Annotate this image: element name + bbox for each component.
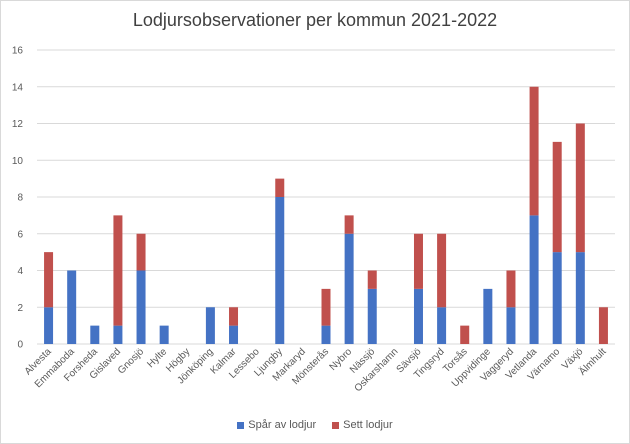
bar-sett (529, 86, 539, 216)
legend-label-sett: Sett lodjur (343, 419, 393, 431)
bar-spar (413, 288, 423, 344)
bar-spar (529, 215, 539, 344)
bar-sett (344, 215, 354, 234)
bar-spar (113, 325, 123, 344)
bar-spar (321, 325, 331, 344)
bar-sett (44, 252, 54, 308)
y-tick-label: 10 (12, 156, 24, 167)
bar-sett (113, 215, 123, 326)
y-tick-label: 6 (17, 229, 23, 240)
bar-sett (552, 141, 562, 253)
x-tick-label: Gnosjö (116, 346, 146, 376)
bar-sett (275, 178, 285, 197)
legend: Spår av lodjur Sett lodjur (1, 419, 629, 431)
bar-sett (437, 233, 447, 308)
bar-sett (367, 270, 377, 289)
legend-swatch-sett (332, 421, 340, 429)
bar-spar (44, 307, 54, 344)
y-tick-label: 12 (12, 119, 24, 130)
bar-sett (321, 288, 331, 326)
legend-item-spar: Spår av lodjur (237, 419, 316, 431)
bar-sett (413, 233, 423, 289)
y-tick-label: 0 (17, 340, 23, 351)
bar-spar (90, 325, 100, 344)
bar-sett (598, 307, 608, 344)
bar-spar (229, 325, 239, 344)
bar-spar (506, 307, 516, 344)
bar-spar (344, 233, 354, 344)
bar-spar (552, 252, 562, 344)
y-tick-label: 8 (17, 193, 23, 204)
bar-spar (275, 197, 285, 344)
legend-swatch-spar (237, 421, 245, 429)
bar-sett (506, 270, 516, 308)
y-tick-label: 16 (12, 46, 24, 57)
bar-sett (575, 123, 585, 253)
y-tick-label: 14 (12, 82, 24, 93)
y-tick-label: 2 (17, 303, 23, 314)
bar-sett (136, 233, 146, 271)
bar-spar (136, 270, 146, 344)
bar-spar (575, 252, 585, 344)
bar-sett (460, 325, 470, 344)
chart-title: Lodjursobservationer per kommun 2021-202… (132, 10, 498, 30)
y-tick-label: 4 (17, 266, 23, 277)
bar-spar (437, 307, 447, 344)
bar-spar (67, 270, 77, 344)
bar-spar (159, 325, 169, 344)
bar-spar (205, 307, 215, 344)
legend-label-spar: Spår av lodjur (248, 419, 317, 431)
bar-sett (229, 307, 239, 326)
bar-spar (367, 288, 377, 344)
legend-item-sett: Sett lodjur (332, 419, 393, 431)
bar-spar (483, 288, 493, 344)
